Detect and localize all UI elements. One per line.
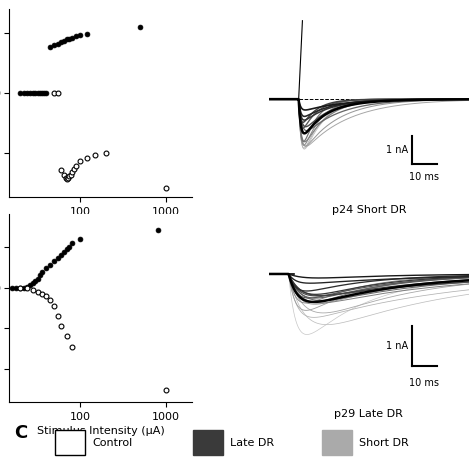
Text: 1 nA: 1 nA (386, 145, 408, 155)
Bar (322, 430, 352, 456)
Text: Late DR: Late DR (230, 438, 274, 448)
Text: 1 nA: 1 nA (386, 341, 408, 351)
Text: Short DR: Short DR (359, 438, 409, 448)
Text: 10 ms: 10 ms (409, 172, 439, 182)
Text: 10 ms: 10 ms (409, 378, 439, 388)
Text: p29 Late DR: p29 Late DR (335, 409, 403, 419)
Text: C: C (14, 424, 27, 442)
Text: Control: Control (92, 438, 133, 448)
X-axis label: Stimulus Intensity (μA): Stimulus Intensity (μA) (37, 426, 164, 436)
Text: p24 Short DR: p24 Short DR (332, 205, 406, 215)
Bar (55, 430, 85, 456)
Bar (193, 430, 223, 456)
